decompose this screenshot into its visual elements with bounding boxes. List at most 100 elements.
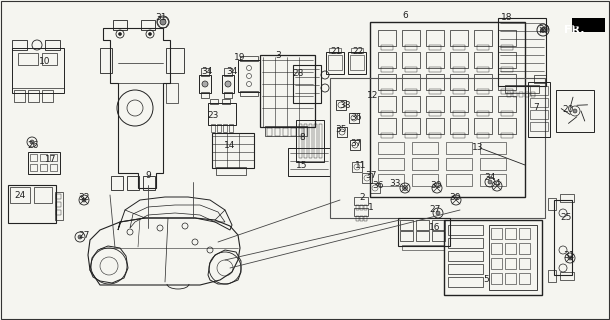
Bar — [505, 85, 539, 93]
Bar — [416, 231, 429, 241]
Bar — [560, 194, 574, 202]
Bar — [288, 148, 330, 176]
Bar — [211, 124, 215, 132]
Bar — [18, 53, 38, 65]
Bar — [265, 126, 307, 136]
Bar — [349, 113, 359, 123]
Bar — [337, 127, 347, 137]
Text: 36: 36 — [350, 113, 362, 122]
Bar — [28, 152, 60, 174]
Bar — [474, 118, 492, 134]
Text: 29: 29 — [538, 26, 550, 35]
Bar — [299, 128, 304, 136]
Bar — [370, 183, 380, 193]
Bar — [416, 220, 429, 230]
Bar — [378, 96, 396, 112]
Bar — [30, 154, 37, 161]
Bar — [296, 120, 324, 162]
Text: 10: 10 — [39, 58, 51, 67]
Bar — [448, 225, 483, 235]
Bar — [446, 142, 472, 154]
Bar — [477, 45, 489, 50]
Bar — [30, 164, 37, 171]
Bar — [450, 74, 468, 90]
Bar — [426, 96, 444, 112]
Bar — [448, 251, 483, 261]
Bar — [329, 48, 341, 53]
Circle shape — [202, 81, 208, 87]
Bar — [450, 118, 468, 134]
Bar — [426, 30, 444, 46]
Bar — [530, 110, 548, 119]
Bar — [426, 52, 444, 68]
Bar — [351, 48, 363, 53]
Bar — [426, 118, 444, 134]
Text: 8: 8 — [299, 133, 305, 142]
Bar — [354, 208, 368, 216]
Bar — [528, 82, 550, 137]
Bar — [398, 218, 450, 246]
Bar — [505, 243, 516, 254]
Bar — [240, 56, 258, 61]
Bar — [501, 45, 513, 50]
Bar — [432, 231, 445, 241]
Bar — [314, 124, 317, 158]
Text: 2: 2 — [359, 193, 365, 202]
Bar — [267, 128, 272, 136]
Bar — [480, 158, 506, 170]
Bar — [56, 194, 61, 199]
Bar — [491, 258, 502, 269]
Bar — [491, 228, 502, 239]
Text: 6: 6 — [402, 11, 408, 20]
Bar — [501, 111, 513, 116]
Bar — [450, 52, 468, 68]
Bar — [378, 30, 396, 46]
Bar — [319, 124, 322, 158]
Bar — [412, 158, 438, 170]
Bar — [224, 68, 232, 76]
Bar — [560, 272, 574, 280]
Bar — [42, 53, 57, 65]
Bar — [350, 55, 364, 70]
Bar — [429, 89, 441, 94]
Bar — [480, 142, 506, 154]
Bar — [378, 174, 404, 186]
Bar — [350, 140, 360, 150]
Bar — [113, 20, 127, 30]
Bar — [201, 68, 209, 76]
Bar — [513, 92, 517, 97]
Text: 9: 9 — [145, 171, 151, 180]
Bar — [480, 174, 506, 186]
Text: 38: 38 — [339, 100, 351, 109]
Circle shape — [540, 28, 545, 33]
Circle shape — [488, 180, 492, 184]
Text: 31: 31 — [156, 13, 167, 22]
Text: 4: 4 — [494, 179, 500, 188]
Circle shape — [148, 33, 151, 36]
Bar — [50, 154, 57, 161]
Bar — [216, 167, 246, 175]
Bar — [477, 133, 489, 138]
Bar — [450, 30, 468, 46]
Text: 27: 27 — [429, 205, 440, 214]
Bar — [474, 30, 492, 46]
Bar — [352, 162, 362, 172]
Bar — [444, 220, 542, 295]
Bar — [238, 60, 260, 92]
Circle shape — [118, 33, 121, 36]
Bar — [505, 258, 516, 269]
Bar — [489, 225, 537, 290]
Circle shape — [82, 198, 86, 202]
Bar — [381, 111, 393, 116]
Bar — [328, 55, 342, 70]
Bar — [111, 176, 123, 190]
Bar — [448, 277, 483, 287]
Bar — [498, 52, 516, 68]
Bar — [491, 273, 502, 284]
Bar — [364, 216, 367, 221]
Bar — [530, 122, 548, 131]
Bar — [453, 89, 465, 94]
Text: 30: 30 — [449, 194, 461, 203]
Text: 37: 37 — [350, 139, 362, 148]
Circle shape — [436, 211, 440, 215]
